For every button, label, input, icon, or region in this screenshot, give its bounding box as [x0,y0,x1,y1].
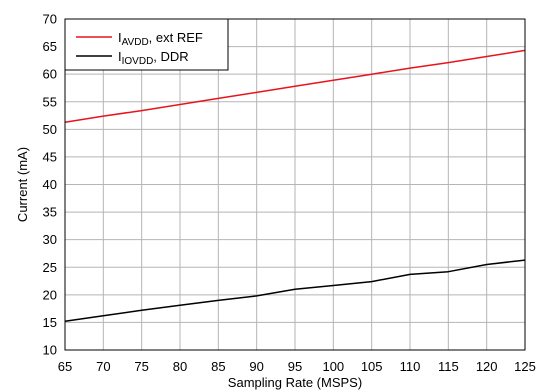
x-tick-label-90: 90 [249,359,263,374]
x-tick-label-65: 65 [58,359,72,374]
series-line-avdd [64,49,526,123]
y-tick-label-10: 10 [43,343,57,358]
legend-box [64,18,229,71]
x-tick-label-120: 120 [476,359,498,374]
x-tick-label-100: 100 [322,359,344,374]
y-tick-label-35: 35 [43,205,57,220]
y-tick-labels: 10 15 20 25 30 35 40 45 50 55 60 65 70 [43,12,57,358]
x-tick-label-75: 75 [134,359,148,374]
y-tick-label-25: 25 [43,260,57,275]
x-axis-title: Sampling Rate (MSPS) [228,375,362,390]
y-tick-label-20: 20 [43,287,57,302]
legend-label-avdd-main: I [118,30,122,45]
series-layer [64,49,526,323]
x-tick-label-80: 80 [173,359,187,374]
x-tick-label-105: 105 [361,359,383,374]
x-tick-label-115: 115 [438,359,459,374]
x-tick-label-95: 95 [288,359,302,374]
y-tick-label-60: 60 [43,67,57,82]
legend-label-avdd-sub: AVDD [122,37,149,48]
y-tick-label-65: 65 [43,39,57,54]
legend-label-iovdd-rest: , DDR [153,49,188,64]
legend-label-iovdd-main: I [118,49,122,64]
x-tick-label-110: 110 [400,359,421,374]
legend-entry-avdd: IAVDD, ext REF [76,30,203,48]
y-tick-label-40: 40 [43,177,57,192]
legend-label-avdd-rest: , ext REF [149,30,203,45]
plot-frame [64,18,526,351]
legend-label-iovdd: IIOVDD, DDR [118,49,189,67]
legend-label-avdd: IAVDD, ext REF [118,30,203,48]
y-tick-label-15: 15 [43,315,57,330]
y-axis-title: Current (mA) [15,147,30,222]
y-tick-label-50: 50 [43,122,57,137]
x-tick-labels: 65 70 75 80 85 90 95 100 105 110 115 120 125 [58,359,536,374]
legend-label-iovdd-sub: IOVDD [122,56,154,67]
y-tick-label-70: 70 [43,12,57,27]
y-tick-label-30: 30 [43,232,57,247]
series-line-iovdd [64,259,526,323]
x-tick-label-85: 85 [211,359,225,374]
legend-entry-iovdd: IIOVDD, DDR [76,49,189,67]
x-tick-label-70: 70 [96,359,110,374]
x-tick-label-125: 125 [514,359,536,374]
legend: IAVDD, ext REF IIOVDD, DDR [64,18,229,71]
y-tick-label-55: 55 [43,94,57,109]
y-tick-label-45: 45 [43,149,57,164]
